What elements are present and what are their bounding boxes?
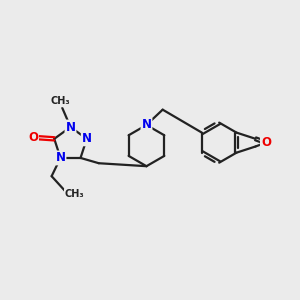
Text: N: N xyxy=(56,152,65,164)
Text: N: N xyxy=(82,132,92,145)
Text: N: N xyxy=(65,121,76,134)
Text: O: O xyxy=(28,131,38,144)
Text: O: O xyxy=(261,136,271,149)
Text: CH₃: CH₃ xyxy=(51,96,70,106)
Text: CH₃: CH₃ xyxy=(65,189,84,199)
Text: N: N xyxy=(142,118,152,131)
